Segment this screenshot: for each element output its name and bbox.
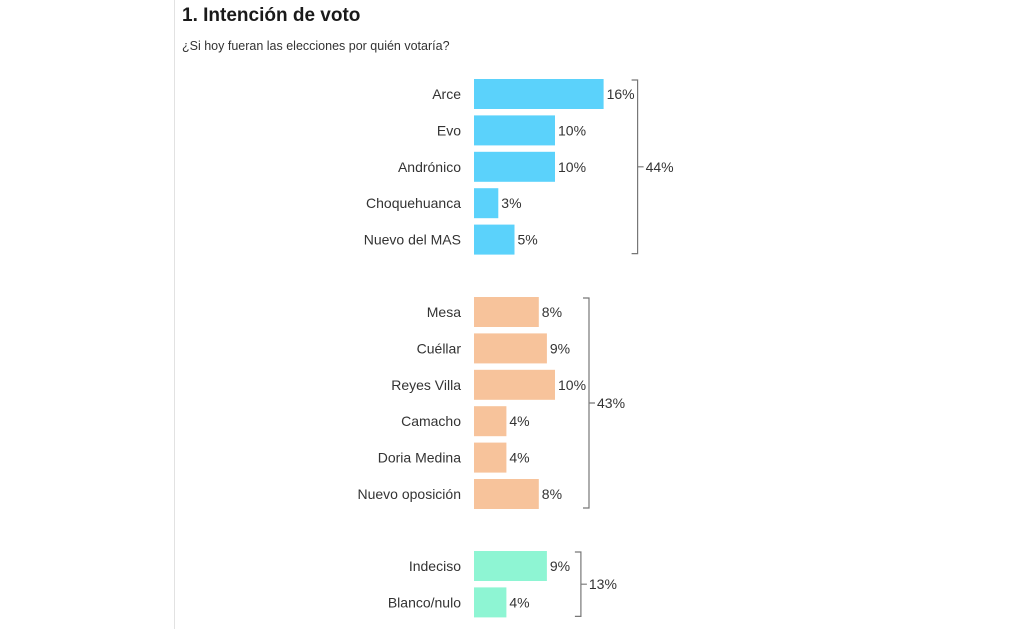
- bar: [474, 406, 507, 437]
- value-label: 9%: [550, 340, 570, 356]
- category-label: Camacho: [401, 413, 461, 429]
- category-label: Cuéllar: [417, 340, 462, 356]
- group-total-label: 43%: [597, 395, 625, 411]
- value-label: 8%: [542, 486, 562, 502]
- category-label: Blanco/nulo: [388, 594, 461, 610]
- category-label: Evo: [437, 122, 461, 138]
- value-label: 10%: [558, 122, 586, 138]
- bar: [474, 224, 515, 255]
- value-label: 4%: [509, 594, 529, 610]
- bar: [474, 333, 547, 364]
- value-label: 8%: [542, 304, 562, 320]
- category-label: Nuevo oposición: [357, 486, 461, 502]
- value-label: 4%: [509, 450, 529, 466]
- bar: [474, 188, 499, 219]
- bar: [474, 479, 539, 509]
- page-border: [174, 0, 175, 629]
- category-label: Indeciso: [409, 558, 461, 574]
- group-bracket: [631, 79, 644, 255]
- chart-title: 1. Intención de voto: [182, 5, 361, 26]
- bar: [474, 551, 547, 581]
- category-label: Nuevo del MAS: [364, 232, 461, 248]
- value-label: 5%: [518, 232, 538, 248]
- category-label: Doria Medina: [378, 450, 461, 466]
- bar: [474, 297, 539, 327]
- chart-subtitle: ¿Si hoy fueran las elecciones por quién …: [182, 39, 450, 53]
- value-label: 16%: [607, 86, 635, 102]
- group-total-label: 44%: [646, 159, 674, 175]
- group-bracket: [574, 551, 587, 617]
- value-label: 4%: [509, 413, 529, 429]
- category-label: Mesa: [427, 304, 461, 320]
- category-label: Choquehuanca: [366, 195, 461, 211]
- bar: [474, 151, 555, 182]
- group-bracket: [583, 297, 595, 509]
- bar: [474, 79, 604, 109]
- value-label: 3%: [501, 195, 521, 211]
- value-label: 10%: [558, 159, 586, 175]
- bar: [474, 442, 507, 473]
- category-label: Arce: [432, 86, 461, 102]
- category-label: Andrónico: [398, 159, 461, 175]
- category-label: Reyes Villa: [391, 377, 461, 393]
- value-label: 9%: [550, 558, 570, 574]
- value-label: 10%: [558, 377, 586, 393]
- group-total-label: 13%: [589, 576, 617, 592]
- bar: [474, 369, 555, 400]
- bar: [474, 587, 507, 618]
- bar: [474, 115, 555, 146]
